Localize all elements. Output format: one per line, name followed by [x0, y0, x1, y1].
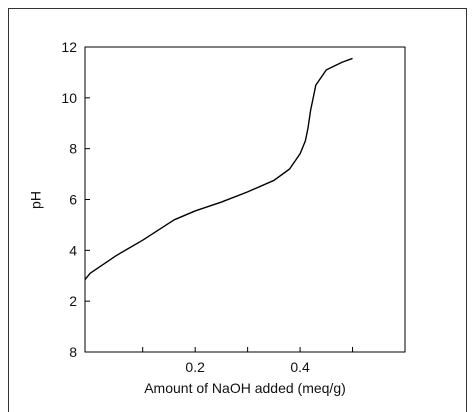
x-axis-label: Amount of NaOH added (meq/g) [144, 380, 346, 396]
y-tick-label: 12 [61, 39, 77, 55]
y-tick-label: 10 [61, 90, 77, 106]
frame [8, 8, 467, 412]
plot-area [84, 46, 406, 353]
y-tick-label: 8 [69, 141, 77, 157]
x-tick-label: 0.4 [290, 359, 310, 375]
y-tick-label: 8 [69, 344, 77, 360]
y-tick-label: 6 [69, 192, 77, 208]
curve [84, 57, 353, 281]
y-tick-label: 4 [69, 242, 77, 258]
y-axis-label: pH [28, 191, 44, 209]
x-tick-label: 0.2 [185, 359, 205, 375]
y-tick-label: 2 [69, 293, 77, 309]
